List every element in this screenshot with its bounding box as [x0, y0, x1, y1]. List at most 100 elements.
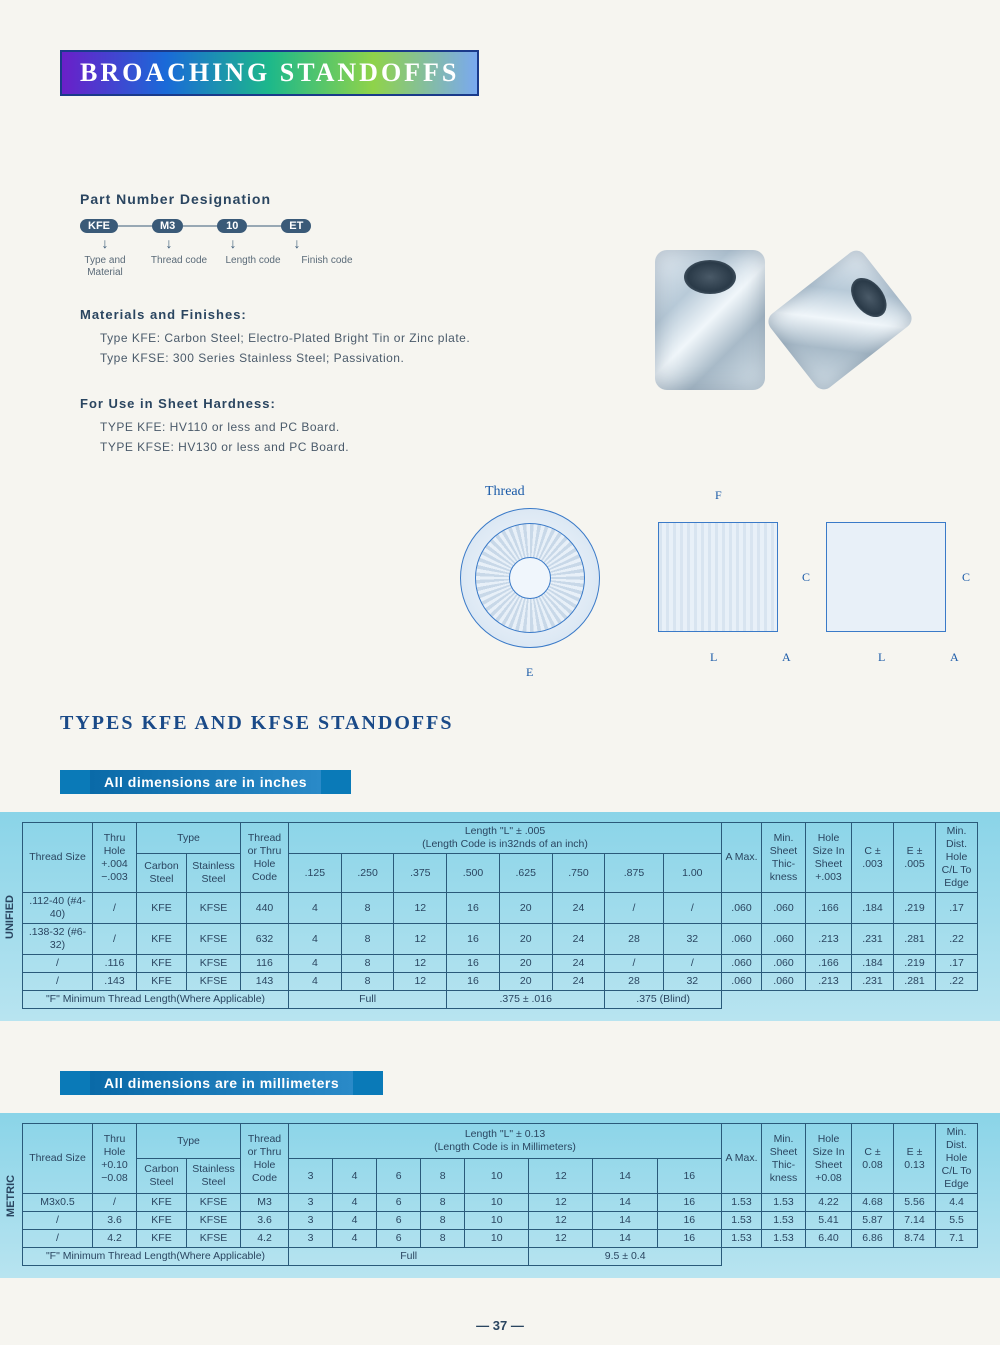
cell: .060	[722, 955, 762, 973]
pn-bubble-finish: ET	[281, 219, 311, 233]
th: .375	[394, 854, 447, 893]
mm-banner-text: All dimensions are in millimeters	[90, 1071, 353, 1095]
banner-square-icon	[321, 770, 351, 794]
pn-bubble-thread: M3	[152, 219, 183, 233]
cell: 4.68	[852, 1194, 894, 1212]
cell: 3.6	[241, 1212, 289, 1230]
dim-A: A	[950, 650, 959, 665]
cell: 440	[241, 893, 289, 924]
diagram-side-2	[826, 522, 946, 632]
cell: 4	[289, 973, 342, 991]
th: 10	[465, 1159, 529, 1194]
section-title: TYPES KFE AND KFSE STANDOFFS	[60, 712, 1000, 735]
cell: KFE	[137, 1194, 187, 1212]
mm-banner: All dimensions are in millimeters	[60, 1071, 1000, 1095]
cell: .231	[852, 973, 894, 991]
standoff-render	[655, 250, 765, 390]
cell: .231	[852, 924, 894, 955]
table-row: .138-32 (#6-32)/KFEKFSE63248121620242832…	[23, 924, 978, 955]
cell: 10	[465, 1212, 529, 1230]
cell: KFSE	[187, 955, 241, 973]
cell: 20	[499, 973, 552, 991]
th: Hole Size In Sheet +.003	[806, 823, 852, 893]
th: .500	[447, 854, 500, 893]
cell: 4	[289, 924, 342, 955]
cell: .060	[762, 924, 806, 955]
cell: .281	[894, 973, 936, 991]
cell: 16	[447, 955, 500, 973]
cell: 20	[499, 924, 552, 955]
th: 4	[333, 1159, 377, 1194]
th: 6	[377, 1159, 421, 1194]
cell: 28	[605, 973, 663, 991]
arrow-icon: ↓	[218, 235, 248, 251]
mm-table: Thread Size Thru Hole +0.10 −0.08 Type T…	[22, 1123, 978, 1266]
footer-label: "F" Minimum Thread Length(Where Applicab…	[23, 991, 289, 1009]
cell: 4.2	[241, 1230, 289, 1248]
cell: 8	[421, 1212, 465, 1230]
footer-c2: 9.5 ± 0.4	[529, 1248, 722, 1266]
cell: .116	[93, 955, 137, 973]
banner-square-icon	[353, 1071, 383, 1095]
cell: 4	[333, 1212, 377, 1230]
cell: M3	[241, 1194, 289, 1212]
th: Stainless Steel	[187, 854, 241, 893]
cell: 1.53	[762, 1230, 806, 1248]
cell: .060	[722, 893, 762, 924]
th: 1.00	[663, 854, 721, 893]
dim-F: F	[715, 488, 722, 503]
th: .125	[289, 854, 342, 893]
page-title: BROACHING STANDOFFS	[60, 50, 479, 96]
cell: KFSE	[187, 1212, 241, 1230]
dim-C: C	[802, 570, 810, 585]
th: Thread or Thru Hole Code	[241, 1124, 289, 1194]
hardness-line: TYPE KFE: HV110 or less and PC Board.	[100, 417, 1000, 437]
standoff-render	[764, 247, 915, 394]
cell: KFE	[137, 1212, 187, 1230]
cell: 143	[241, 973, 289, 991]
th: E ± .005	[894, 823, 936, 893]
cell: KFSE	[187, 893, 241, 924]
th: Min. Sheet Thic-kness	[762, 823, 806, 893]
table-footer: "F" Minimum Thread Length(Where Applicab…	[23, 991, 978, 1009]
cell: /	[663, 955, 721, 973]
banner-square-icon	[60, 1071, 90, 1095]
cell: 8	[341, 955, 394, 973]
cell: 16	[657, 1230, 721, 1248]
th: Thread Size	[23, 1124, 93, 1194]
cell: 16	[447, 893, 500, 924]
cell: .138-32 (#6-32)	[23, 924, 93, 955]
cell: .281	[894, 924, 936, 955]
th: .625	[499, 854, 552, 893]
cell: 12	[529, 1230, 593, 1248]
mm-table-block: All dimensions are in millimeters METRIC…	[0, 1071, 1000, 1278]
dim-L: L	[878, 650, 885, 665]
cell: 5.56	[894, 1194, 936, 1212]
th: Thru Hole +0.10 −0.08	[93, 1124, 137, 1194]
cell: 4	[333, 1230, 377, 1248]
cell: 3	[289, 1212, 333, 1230]
cell: 4.22	[806, 1194, 852, 1212]
cell: 16	[447, 973, 500, 991]
cell: .17	[936, 955, 978, 973]
cell: KFSE	[187, 1194, 241, 1212]
cell: 12	[394, 955, 447, 973]
cell: .22	[936, 924, 978, 955]
cell: 10	[465, 1194, 529, 1212]
cell: 24	[552, 924, 605, 955]
cell: 20	[499, 893, 552, 924]
cell: 16	[657, 1212, 721, 1230]
cell: M3x0.5	[23, 1194, 93, 1212]
cell: 8	[421, 1230, 465, 1248]
table-row: .112-40 (#4-40)/KFEKFSE4404812162024//.0…	[23, 893, 978, 924]
arrow-icon: ↓	[154, 235, 184, 251]
pn-label-type: Type and Material	[74, 255, 136, 279]
cell: .166	[806, 893, 852, 924]
footer-c3: .375 (Blind)	[605, 991, 722, 1009]
cell: .184	[852, 893, 894, 924]
cell: 14	[593, 1230, 657, 1248]
table-row: M3x0.5/KFEKFSEM33468101214161.531.534.22…	[23, 1194, 978, 1212]
cell: .060	[722, 973, 762, 991]
footer-c1: Full	[289, 1248, 529, 1266]
th: Stainless Steel	[187, 1159, 241, 1194]
